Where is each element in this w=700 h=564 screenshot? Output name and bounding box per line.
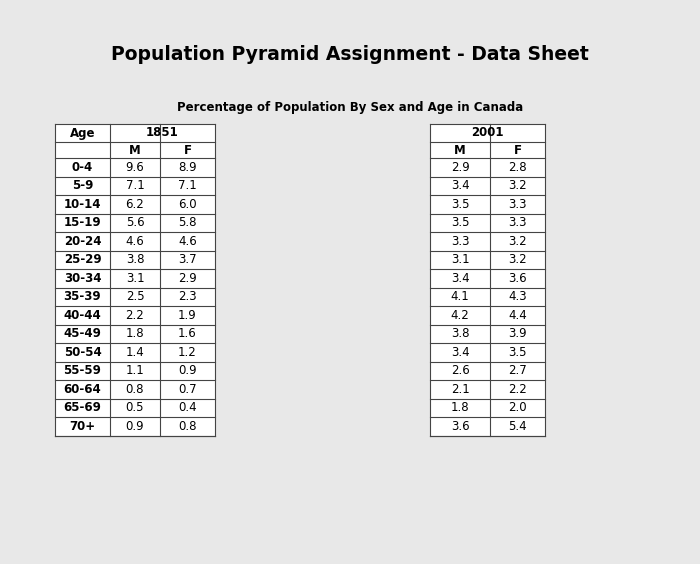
Text: 2.7: 2.7 <box>508 364 527 377</box>
Text: 0.8: 0.8 <box>126 383 144 396</box>
Text: 55-59: 55-59 <box>64 364 102 377</box>
Text: 1.8: 1.8 <box>126 327 144 340</box>
Text: 3.7: 3.7 <box>178 253 197 266</box>
Text: Age: Age <box>70 126 95 139</box>
Text: 0.7: 0.7 <box>178 383 197 396</box>
Text: 2.8: 2.8 <box>508 161 527 174</box>
Text: M: M <box>129 143 141 156</box>
Text: 4.1: 4.1 <box>451 290 470 303</box>
Text: 3.3: 3.3 <box>508 198 526 211</box>
Text: 2.2: 2.2 <box>508 383 527 396</box>
Text: 2.0: 2.0 <box>508 401 527 414</box>
Text: 2.6: 2.6 <box>451 364 470 377</box>
Text: 3.4: 3.4 <box>451 346 469 359</box>
Bar <box>430 124 545 435</box>
Text: 7.1: 7.1 <box>125 179 144 192</box>
Text: 50-54: 50-54 <box>64 346 102 359</box>
Text: 1.6: 1.6 <box>178 327 197 340</box>
Text: 0-4: 0-4 <box>72 161 93 174</box>
Text: 5.4: 5.4 <box>508 420 527 433</box>
Text: 1851: 1851 <box>146 126 179 139</box>
Text: 15-19: 15-19 <box>64 216 102 229</box>
Text: 3.9: 3.9 <box>508 327 527 340</box>
Text: 3.8: 3.8 <box>451 327 469 340</box>
Text: 2.5: 2.5 <box>126 290 144 303</box>
Text: 2.3: 2.3 <box>178 290 197 303</box>
Text: 3.3: 3.3 <box>451 235 469 248</box>
Text: 3.2: 3.2 <box>508 253 527 266</box>
Text: 25-29: 25-29 <box>64 253 102 266</box>
Text: 45-49: 45-49 <box>64 327 102 340</box>
Text: 40-44: 40-44 <box>64 309 102 321</box>
Text: F: F <box>183 143 192 156</box>
Text: 7.1: 7.1 <box>178 179 197 192</box>
Text: 2.9: 2.9 <box>451 161 470 174</box>
Text: 70+: 70+ <box>69 420 96 433</box>
Text: 2001: 2001 <box>471 126 504 139</box>
Text: 5-9: 5-9 <box>72 179 93 192</box>
Text: 0.9: 0.9 <box>178 364 197 377</box>
Text: 6.2: 6.2 <box>125 198 144 211</box>
Text: 0.5: 0.5 <box>126 401 144 414</box>
Bar <box>55 124 215 435</box>
Text: M: M <box>454 143 466 156</box>
Text: 4.6: 4.6 <box>125 235 144 248</box>
Text: 3.4: 3.4 <box>451 179 469 192</box>
Text: 2.2: 2.2 <box>125 309 144 321</box>
Text: 0.8: 0.8 <box>178 420 197 433</box>
Text: 3.2: 3.2 <box>508 235 527 248</box>
Text: 4.6: 4.6 <box>178 235 197 248</box>
Text: 4.3: 4.3 <box>508 290 527 303</box>
Text: 1.2: 1.2 <box>178 346 197 359</box>
Text: 0.9: 0.9 <box>126 420 144 433</box>
Text: 3.1: 3.1 <box>451 253 469 266</box>
Text: 1.4: 1.4 <box>125 346 144 359</box>
Text: 1.8: 1.8 <box>451 401 469 414</box>
Text: Percentage of Population By Sex and Age in Canada: Percentage of Population By Sex and Age … <box>177 102 523 114</box>
Text: 60-64: 60-64 <box>64 383 102 396</box>
Text: 30-34: 30-34 <box>64 272 102 285</box>
Text: 1.1: 1.1 <box>125 364 144 377</box>
Text: 3.8: 3.8 <box>126 253 144 266</box>
Text: 1.9: 1.9 <box>178 309 197 321</box>
Text: 2.1: 2.1 <box>451 383 470 396</box>
Text: 20-24: 20-24 <box>64 235 102 248</box>
Text: 0.4: 0.4 <box>178 401 197 414</box>
Text: 2.9: 2.9 <box>178 272 197 285</box>
Text: 3.5: 3.5 <box>451 198 469 211</box>
Text: 35-39: 35-39 <box>64 290 102 303</box>
Text: 5.8: 5.8 <box>178 216 197 229</box>
Text: 3.3: 3.3 <box>508 216 526 229</box>
Text: 4.2: 4.2 <box>451 309 470 321</box>
Text: 3.5: 3.5 <box>508 346 526 359</box>
Text: 4.4: 4.4 <box>508 309 527 321</box>
Text: 3.6: 3.6 <box>508 272 527 285</box>
Text: 5.6: 5.6 <box>126 216 144 229</box>
Text: 3.6: 3.6 <box>451 420 469 433</box>
Text: Population Pyramid Assignment - Data Sheet: Population Pyramid Assignment - Data She… <box>111 45 589 64</box>
Text: 65-69: 65-69 <box>64 401 102 414</box>
Text: 3.4: 3.4 <box>451 272 469 285</box>
Text: 8.9: 8.9 <box>178 161 197 174</box>
Text: F: F <box>514 143 522 156</box>
Text: 3.5: 3.5 <box>451 216 469 229</box>
Text: 3.1: 3.1 <box>126 272 144 285</box>
Text: 10-14: 10-14 <box>64 198 102 211</box>
Text: 3.2: 3.2 <box>508 179 527 192</box>
Text: 9.6: 9.6 <box>125 161 144 174</box>
Text: 6.0: 6.0 <box>178 198 197 211</box>
